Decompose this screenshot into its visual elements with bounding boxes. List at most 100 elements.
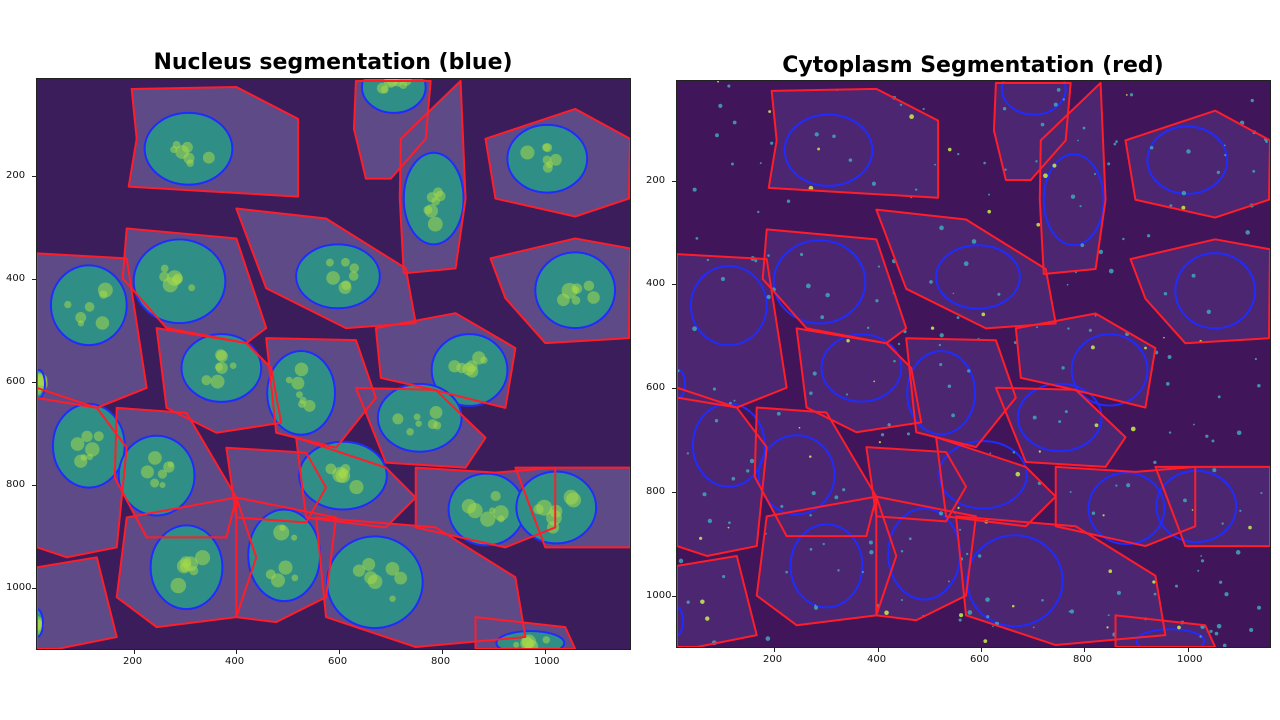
fluorescent-spot — [1036, 222, 1041, 227]
nucleus-texture-spot — [150, 478, 160, 488]
cell-outline — [1038, 81, 1107, 275]
cell-outline — [235, 496, 337, 624]
nucleus-texture-spot — [84, 302, 95, 312]
nucleus-outline — [360, 79, 427, 114]
fluorescent-spot — [798, 426, 801, 429]
fluorescent-spot — [800, 252, 804, 257]
fluorescent-spot — [1011, 604, 1015, 608]
left-x-tick-mark — [545, 650, 546, 654]
left-y-tick-mark — [32, 588, 36, 589]
fluorescent-spot — [997, 292, 1001, 296]
fluorescent-spot — [967, 610, 973, 615]
fluorescent-spot — [1211, 439, 1215, 443]
fluorescent-spot — [766, 294, 771, 300]
fluorescent-spot — [947, 384, 952, 388]
cytoplasm-region — [762, 229, 907, 344]
fluorescent-spot — [1149, 146, 1154, 150]
fluorescent-spot — [1153, 592, 1157, 596]
nucleus-texture-spot — [399, 80, 408, 90]
fluorescent-spot — [776, 411, 781, 416]
nucleus-texture-spot — [97, 282, 113, 298]
cell-outline — [235, 207, 417, 330]
nucleus — [248, 509, 321, 602]
cytoplasm-region — [1155, 466, 1270, 547]
nucleus-texture-spot — [74, 454, 88, 468]
fluorescent-spot — [934, 163, 937, 166]
fluorescent-spot — [1174, 584, 1179, 588]
fluorescent-spot — [1221, 522, 1224, 525]
fluorescent-spot — [1098, 249, 1104, 255]
nucleus-texture-spot — [433, 187, 443, 198]
cell-outline — [155, 327, 283, 434]
nucleus-texture-spot — [291, 534, 298, 541]
nucleus-outline — [506, 123, 589, 194]
nucleus-texture-spot — [348, 271, 359, 281]
fluorescent-spot — [813, 605, 819, 610]
cell-outline — [865, 446, 968, 523]
fluorescent-spot — [768, 110, 772, 114]
fluorescent-spot — [1197, 569, 1200, 572]
fluorescent-spot — [988, 193, 990, 196]
fluorescent-spot — [786, 199, 791, 203]
fluorescent-spot — [848, 158, 853, 162]
fluorescent-spot — [714, 419, 719, 423]
nucleus-texture-spot — [148, 451, 162, 465]
cell-outline — [1014, 312, 1157, 409]
nucleus-texture-spot — [278, 560, 293, 575]
nucleus-texture-spot — [172, 141, 181, 149]
fluorescent-spot — [939, 333, 944, 338]
nucleus-texture-spot — [273, 524, 290, 541]
fluorescent-spot — [1252, 169, 1256, 173]
cell-outline — [352, 79, 432, 180]
nucleus-texture-spot — [299, 396, 307, 404]
fluorescent-spot — [1106, 626, 1109, 629]
right-y-tick-label: 800 — [646, 486, 666, 497]
fluorescent-spot — [1254, 357, 1258, 361]
nucleus-texture-spot — [201, 375, 212, 386]
fluorescent-spot — [959, 528, 962, 531]
cytoplasm-region — [876, 209, 1056, 329]
fluorescent-spot — [817, 147, 821, 151]
nucleus-texture-spot — [291, 376, 305, 390]
nucleus-texture-spot — [170, 577, 187, 594]
fluorescent-spot — [1130, 426, 1136, 432]
nucleus-texture-spot — [557, 293, 570, 307]
nucleus-texture-spot — [389, 595, 396, 602]
fluorescent-spot — [706, 258, 710, 262]
left-x-tick-label: 400 — [225, 656, 245, 667]
nucleus-texture-spot — [285, 376, 293, 384]
nucleus-texture-spot — [202, 151, 215, 164]
right-y-tick-label: 1000 — [646, 590, 672, 601]
right-y-tick-label: 200 — [646, 175, 666, 186]
fluorescent-spot — [1040, 122, 1045, 127]
nucleus-outline — [295, 243, 381, 310]
fluorescent-spot — [1108, 569, 1113, 574]
fluorescent-spot — [1080, 243, 1085, 248]
fluorescent-spot — [785, 570, 788, 574]
nucleus-outline — [143, 111, 234, 186]
nucleus-texture-spot — [513, 641, 520, 648]
fluorescent-spot — [947, 147, 952, 152]
nucleus-texture-spot — [362, 557, 376, 571]
nucleus-texture-spot — [95, 316, 110, 330]
fluorescent-spot — [1214, 631, 1219, 636]
right-x-tick-label: 600 — [970, 654, 990, 665]
fluorescent-spot — [880, 433, 885, 437]
nucleus-texture-spot — [349, 480, 364, 495]
right-x-tick-label: 1000 — [1177, 654, 1203, 665]
fluorescent-spot — [875, 299, 879, 303]
fluorescent-spot — [1107, 162, 1111, 166]
nucleus-texture-spot — [210, 374, 225, 389]
nucleus-outline — [1146, 125, 1229, 195]
nucleus-texture-spot — [429, 406, 443, 419]
nucleus-outline — [935, 244, 1021, 310]
cell-outline — [354, 386, 487, 469]
nucleus-segmentation-canvas — [37, 79, 630, 649]
right-y-tick-label: 400 — [646, 278, 666, 289]
nucleus-outline — [1016, 382, 1103, 453]
nucleus-texture-spot — [159, 482, 166, 489]
fluorescent-spot — [877, 265, 881, 268]
fluorescent-spot — [1122, 237, 1125, 241]
fluorescent-spot — [712, 387, 717, 391]
cell-outline — [1124, 109, 1270, 219]
